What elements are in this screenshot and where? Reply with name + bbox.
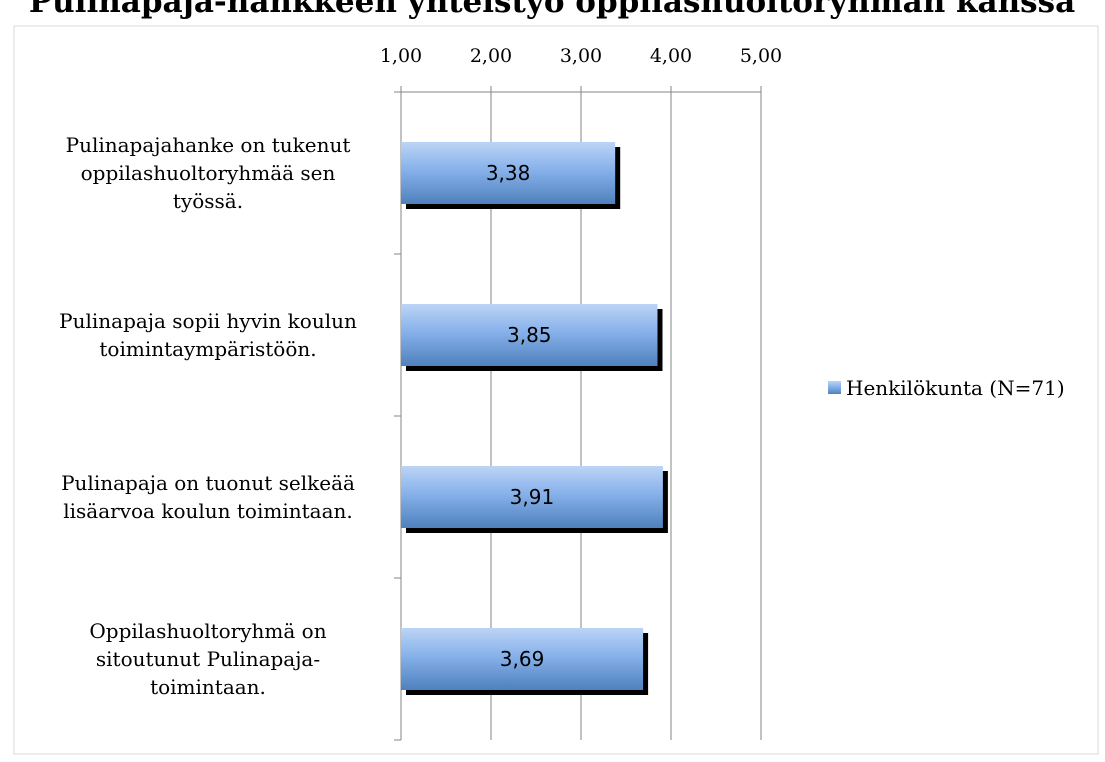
legend-swatch — [828, 381, 841, 394]
legend-label: Henkilökunta (N=71) — [846, 376, 1065, 400]
bar — [401, 628, 644, 690]
x-tick-label: 5,00 — [740, 45, 782, 67]
x-tick-label: 2,00 — [470, 45, 512, 67]
category-label: Pulinapaja on tuonut selkeää lisäarvoa ko… — [61, 471, 355, 523]
data-label: 3,38 — [486, 161, 531, 185]
bar — [401, 304, 658, 366]
category-label: Pulinapajahanke on tukenut oppilashuoltor… — [66, 133, 351, 213]
bars: 3,38 3,85 3,91 3,69 — [401, 142, 668, 695]
category-labels: Pulinapajahanke on tukenut oppilashuoltor… — [59, 133, 357, 699]
x-tick-label: 3,00 — [560, 45, 602, 67]
category-label: Pulinapaja sopii hyvin koulun toimintaymp… — [59, 309, 357, 361]
chart-title: Pulinapaja-hankkeen yhteistyö oppilashuo… — [29, 0, 1075, 20]
x-tick-labels: 1,00 2,00 3,00 4,00 5,00 — [380, 45, 782, 67]
bar — [401, 142, 616, 204]
data-label: 3,69 — [500, 647, 545, 671]
data-label: 3,85 — [507, 323, 552, 347]
x-tick-label: 1,00 — [380, 45, 422, 67]
legend: Henkilökunta (N=71) — [828, 376, 1065, 400]
x-tick-label: 4,00 — [650, 45, 692, 67]
data-label: 3,91 — [510, 485, 555, 509]
category-label: Oppilashuoltoryhmä on sitoutunut Pulinapa… — [89, 619, 326, 699]
bar — [401, 466, 663, 528]
plot-area-border — [13, 25, 1099, 755]
